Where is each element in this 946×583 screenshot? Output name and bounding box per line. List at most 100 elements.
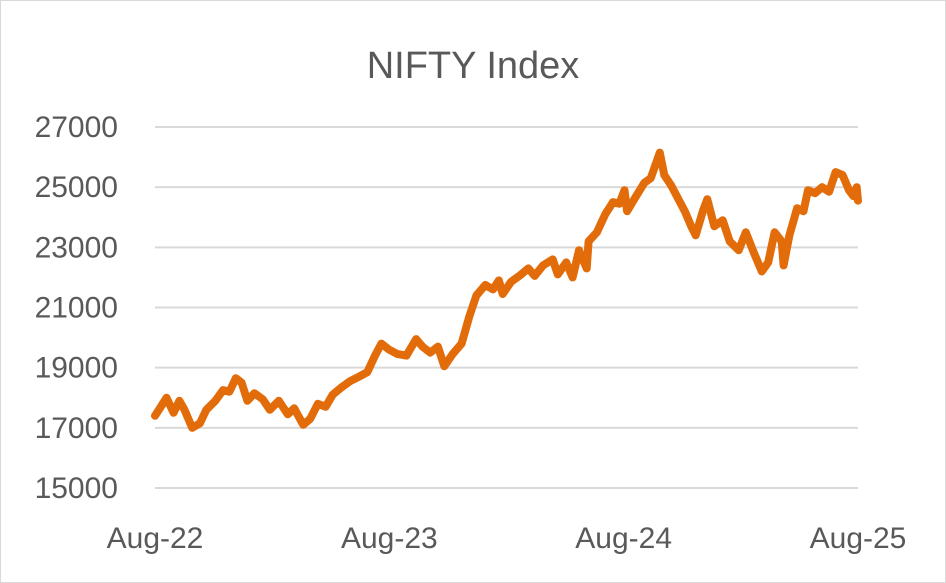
data-point: [674, 195, 682, 203]
data-point: [793, 204, 801, 212]
data-point: [225, 388, 233, 396]
data-point: [710, 222, 718, 230]
data-point: [426, 349, 434, 357]
data-point: [647, 174, 655, 182]
x-tick-label: Aug-25: [810, 522, 907, 555]
data-point: [750, 249, 758, 257]
data-point: [531, 272, 539, 280]
data-point: [609, 198, 617, 206]
data-point: [850, 192, 858, 200]
data-point: [667, 182, 675, 190]
data-point: [845, 186, 853, 194]
data-point: [719, 216, 727, 224]
data-point: [726, 237, 734, 245]
data-point: [481, 281, 489, 289]
series-points: [151, 149, 862, 432]
data-point: [385, 346, 393, 354]
data-point: [778, 237, 786, 245]
data-point: [290, 404, 298, 412]
y-tick-label: 17000: [35, 412, 118, 445]
data-point: [299, 421, 307, 429]
data-point: [839, 171, 847, 179]
data-point: [458, 340, 466, 348]
data-point: [615, 200, 623, 208]
data-point: [495, 276, 503, 284]
data-point: [449, 350, 457, 358]
data-point: [854, 197, 862, 205]
data-point: [243, 397, 251, 405]
data-point: [412, 335, 420, 343]
data-point: [601, 210, 609, 218]
y-tick-label: 25000: [35, 171, 118, 204]
data-point: [507, 278, 515, 286]
data-point: [660, 171, 668, 179]
data-point: [575, 246, 583, 254]
data-point: [232, 374, 240, 382]
data-point: [275, 397, 283, 405]
data-point: [499, 290, 507, 298]
data-point: [211, 397, 219, 405]
data-point: [621, 186, 629, 194]
data-point: [259, 395, 267, 403]
data-point: [393, 350, 401, 358]
data-point: [163, 394, 171, 402]
data-point: [764, 258, 772, 266]
data-point: [832, 168, 840, 176]
data-point: [811, 189, 819, 197]
data-point: [825, 188, 833, 196]
gridlines: [155, 126, 858, 489]
data-point: [692, 231, 700, 239]
y-tick-label: 21000: [35, 292, 118, 325]
data-point: [780, 261, 788, 269]
data-point: [465, 313, 473, 321]
y-tick-label: 15000: [35, 472, 118, 505]
data-point: [219, 386, 227, 394]
data-point: [196, 419, 204, 427]
data-point: [202, 406, 210, 414]
data-point: [472, 291, 480, 299]
data-point: [314, 400, 322, 408]
data-point: [434, 343, 442, 351]
data-point: [583, 264, 591, 272]
data-point: [181, 406, 189, 414]
data-point: [539, 261, 547, 269]
data-point: [377, 340, 385, 348]
data-point: [699, 207, 707, 215]
data-point: [329, 391, 337, 399]
data-point: [355, 373, 363, 381]
data-point: [853, 183, 861, 191]
data-point: [418, 343, 426, 351]
data-point: [489, 285, 497, 293]
data-point: [818, 183, 826, 191]
y-tick-label: 19000: [35, 352, 118, 385]
data-point: [640, 179, 648, 187]
y-axis-tick-labels: 15000 17000 19000 21000 23000 25000 27000: [35, 111, 118, 505]
data-point: [363, 368, 371, 376]
data-point: [549, 255, 557, 263]
x-tick-label: Aug-22: [107, 522, 204, 555]
data-point: [785, 231, 793, 239]
data-point: [151, 412, 159, 420]
data-point: [440, 362, 448, 370]
data-point: [157, 403, 165, 411]
data-point: [250, 389, 258, 397]
data-point: [632, 192, 640, 200]
data-point: [170, 409, 178, 417]
x-tick-label: Aug-23: [341, 522, 438, 555]
data-point: [703, 195, 711, 203]
data-point: [322, 403, 330, 411]
data-point: [266, 406, 274, 414]
data-point: [771, 228, 779, 236]
data-point: [306, 415, 314, 423]
data-point: [623, 207, 631, 215]
data-point: [524, 264, 532, 272]
nifty-series-line: [151, 148, 862, 432]
data-point: [402, 352, 410, 360]
data-point: [188, 424, 196, 432]
data-point: [569, 273, 577, 281]
data-point: [735, 246, 743, 254]
y-tick-label: 27000: [35, 111, 118, 144]
data-point: [742, 228, 750, 236]
